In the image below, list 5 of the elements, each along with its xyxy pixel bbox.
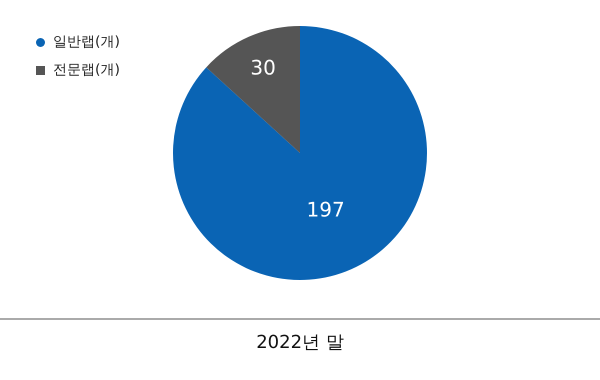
legend-label: 일반랩(개) [53, 33, 120, 51]
legend-label: 전문랩(개) [53, 61, 120, 79]
data-label: 197 [306, 197, 345, 222]
text: 2022년 말 [0, 318, 600, 354]
data-label: 30 [250, 56, 276, 80]
